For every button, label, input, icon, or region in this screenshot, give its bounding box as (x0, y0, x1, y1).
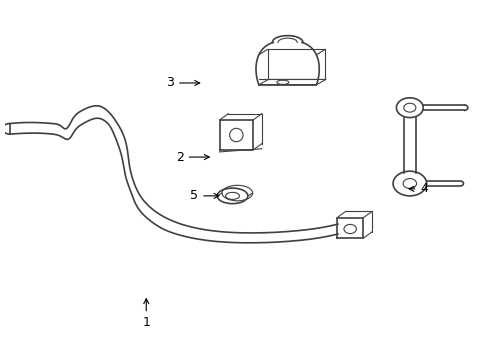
Text: 3: 3 (166, 76, 199, 90)
Text: 4: 4 (408, 182, 427, 195)
Text: 1: 1 (142, 299, 150, 329)
Text: 2: 2 (176, 150, 209, 163)
Text: 5: 5 (190, 189, 219, 202)
